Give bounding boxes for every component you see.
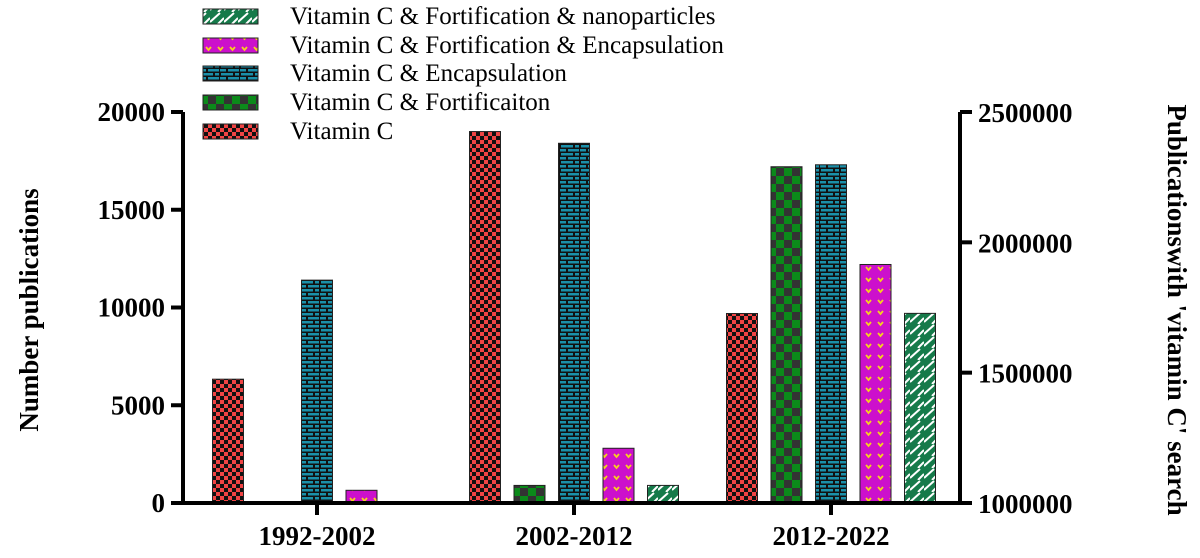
bar-1-1 [513, 484, 546, 504]
bar-1-2 [770, 166, 803, 504]
left-tick-label: 20000 [98, 97, 166, 127]
legend-label-2: Vitamin C & Encapsulation [290, 60, 567, 87]
right-tick-label: 1000000 [978, 489, 1073, 519]
bar-4-2 [904, 312, 936, 504]
x-tick-label: 2002-2012 [516, 521, 633, 551]
left-tick-label: 0 [152, 488, 166, 518]
bar-3-2 [859, 263, 892, 504]
bar-2-2 [815, 164, 847, 504]
legend-label-3: Vitamin C & Fortification & Encapsulatio… [290, 32, 724, 59]
bar-2-0 [301, 279, 333, 504]
left-tick-label: 15000 [98, 195, 166, 225]
legend-swatch-1 [202, 94, 259, 111]
left-tick-label: 5000 [111, 390, 165, 420]
left-axis-title: Number publications [14, 188, 44, 431]
legend-swatch-0 [202, 123, 259, 140]
right-axis-title: Publicationswith 'vitamin C' search [1162, 104, 1192, 515]
legend-swatch-3 [202, 37, 259, 54]
right-tick-label: 2000000 [978, 228, 1073, 258]
right-tick-label: 2500000 [978, 98, 1073, 128]
bar-2-1 [558, 142, 590, 504]
legend-swatch-2 [202, 65, 259, 82]
legend-swatch-4 [202, 8, 259, 25]
legend-label-0: Vitamin C [290, 118, 393, 145]
bar-3-1 [602, 447, 635, 504]
bar-4-1 [647, 484, 679, 504]
legend: Vitamin C & Fortification & nanoparticle… [202, 3, 724, 145]
left-tick-label: 10000 [98, 293, 166, 323]
x-tick-label: 1992-2002 [259, 521, 376, 551]
legend-label-4: Vitamin C & Fortification & nanoparticle… [290, 3, 716, 30]
x-tick-label: 2012-2022 [773, 521, 890, 551]
legend-label-1: Vitamin C & Fortificaiton [290, 89, 551, 116]
bar-0-2 [726, 312, 758, 504]
bar-0-0 [212, 378, 244, 504]
bar-0-1 [469, 131, 501, 504]
right-tick-label: 1500000 [978, 359, 1073, 389]
